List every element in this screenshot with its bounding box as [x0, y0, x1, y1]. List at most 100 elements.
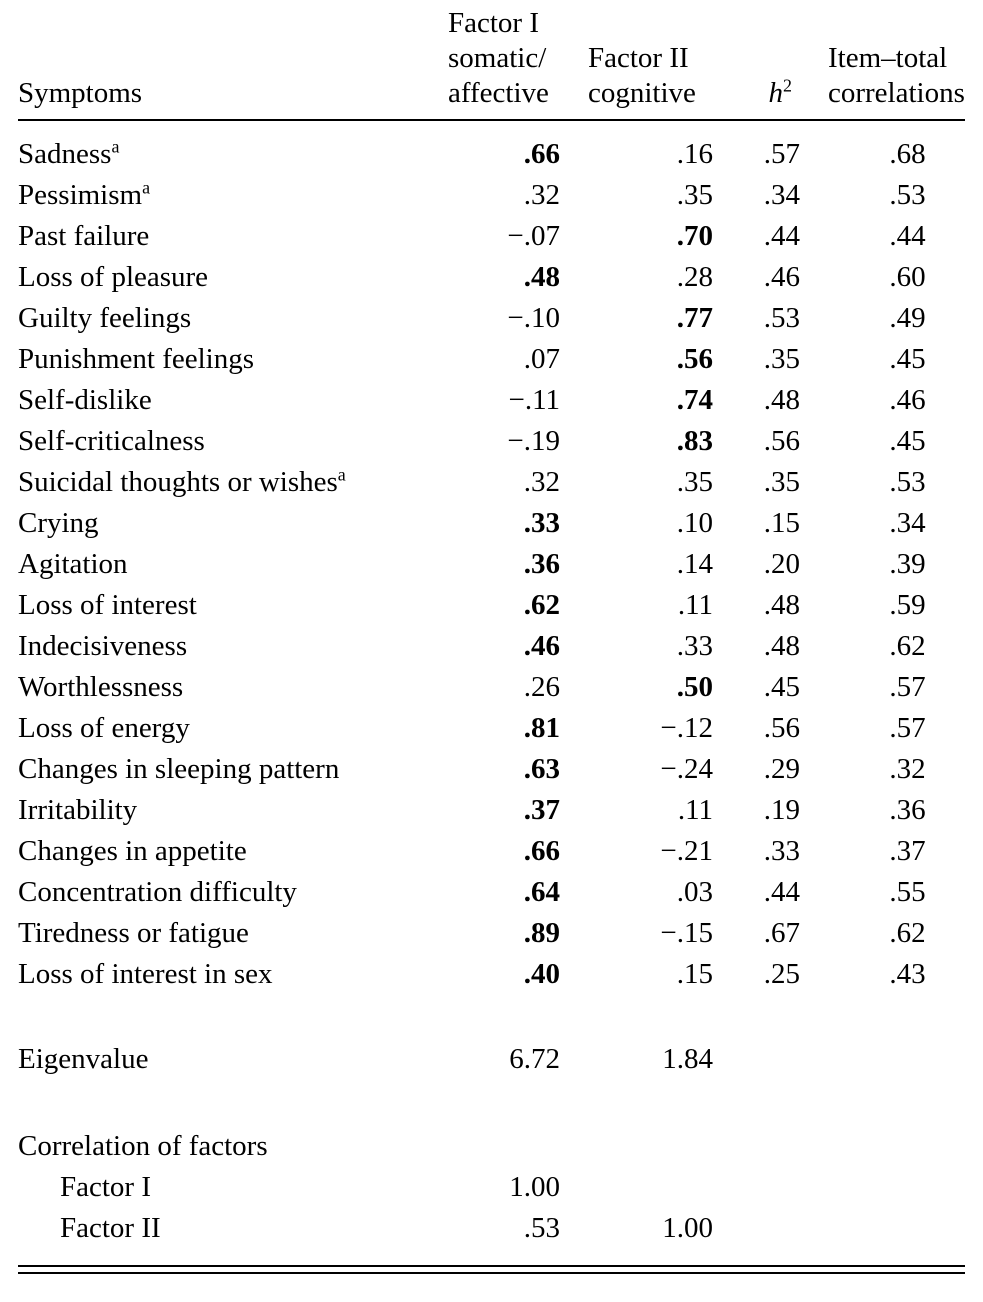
eigenvalue-factor2: 1.84 — [662, 1043, 713, 1075]
factor1-value: .66 — [523, 835, 560, 867]
symptom-label: Tiredness or fatigue — [18, 917, 249, 949]
table-row: Suicidal thoughts or wishesa .32 .35 .35 .53 — [18, 462, 965, 503]
col-header-symptoms: Symptoms — [18, 6, 448, 121]
item-total-value: .49 — [889, 302, 926, 334]
h2-value: .44 — [763, 876, 800, 908]
table-row: Sadnessa .66 .16 .57 .68 — [18, 120, 965, 175]
correlation-f1-value: 1.00 — [509, 1171, 560, 1203]
col-header-communality: h2 — [713, 6, 800, 121]
h2-value: .34 — [763, 179, 800, 211]
table-row: Crying .33 .10 .15 .34 — [18, 503, 965, 544]
table-body: Sadnessa .66.16.57.68 Pessimisma .32.35.34.… — [18, 120, 965, 995]
symptom-cell: Self-criticalness — [18, 421, 448, 462]
header-row: Symptoms Factor I somatic/ affective Fac… — [18, 6, 965, 121]
symptom-cell: Pessimisma — [18, 175, 448, 216]
symptom-cell: Concentration difficulty — [18, 872, 448, 913]
table-row: Agitation .36 .14 .20 .39 — [18, 544, 965, 585]
table-row: Indecisiveness .46 .33 .48 .62 — [18, 626, 965, 667]
correlation-section-label: Correlation of factors — [18, 1130, 268, 1162]
factor2-value: .74 — [676, 384, 713, 416]
factor1-value: .32 — [523, 466, 560, 498]
symptom-label: Loss of energy — [18, 712, 190, 744]
item-total-value: .60 — [889, 261, 926, 293]
h2-value: .20 — [763, 548, 800, 580]
item-total-value: .37 — [889, 835, 926, 867]
table-row: Pessimisma .32 .35 .34 .53 — [18, 175, 965, 216]
symptom-label: Loss of interest — [18, 589, 197, 621]
symptom-label: Indecisiveness — [18, 630, 188, 662]
factor2-value: .14 — [676, 548, 713, 580]
table-row: Past failure −.07 .70 .44 .44 — [18, 216, 965, 257]
item-total-value: .32 — [889, 753, 926, 785]
item-total-value: .46 — [889, 384, 926, 416]
factor1-value: .33 — [523, 507, 560, 539]
factor1-value: .66 — [523, 138, 560, 170]
item-total-value: .57 — [889, 712, 926, 744]
factor2-value: .77 — [676, 302, 713, 334]
symptom-label: Past failure — [18, 220, 150, 252]
item-total-value: .36 — [889, 794, 926, 826]
factor1-value: .48 — [523, 261, 560, 293]
h2-value: .29 — [763, 753, 800, 785]
factor1-value: .26 — [523, 671, 560, 703]
factor2-value: .70 — [676, 220, 713, 252]
table-header: Symptoms Factor I somatic/ affective Fac… — [18, 6, 965, 121]
symptom-cell: Loss of pleasure — [18, 257, 448, 298]
h2-value: .48 — [763, 589, 800, 621]
h2-value: .19 — [763, 794, 800, 826]
factor1-value: −.19 — [507, 425, 560, 457]
eigenvalue-factor1: 6.72 — [509, 1043, 560, 1075]
item-total-value: .62 — [889, 917, 926, 949]
symptom-cell: Changes in appetite — [18, 831, 448, 872]
factor2-value: .10 — [676, 507, 713, 539]
correlation-f2-value — [560, 1167, 713, 1208]
factor2-value: −.12 — [660, 712, 713, 744]
h2-value: .53 — [763, 302, 800, 334]
table-row: Punishment feelings .07 .56 .35 .45 — [18, 339, 965, 380]
h2-value: .35 — [763, 466, 800, 498]
factor2-value: .35 — [676, 466, 713, 498]
factor1-value: −.10 — [507, 302, 560, 334]
h2-value: .45 — [763, 671, 800, 703]
factor1-value: .89 — [523, 917, 560, 949]
table-row: Irritability .37 .11 .19 .36 — [18, 790, 965, 831]
h2-value: .15 — [763, 507, 800, 539]
eigenvalue-row: Eigenvalue 6.72 1.84 — [18, 1039, 965, 1080]
symptom-label: Sadness — [18, 138, 112, 170]
table-row: Concentration difficulty .64 .03 .44 .55 — [18, 872, 965, 913]
symptom-label: Crying — [18, 507, 99, 539]
item-total-value: .59 — [889, 589, 926, 621]
symptom-cell: Loss of interest — [18, 585, 448, 626]
symptom-cell: Changes in sleeping pattern — [18, 749, 448, 790]
footnote-marker: a — [142, 177, 151, 198]
factor1-value: .40 — [523, 958, 560, 990]
symptom-cell: Agitation — [18, 544, 448, 585]
correlation-row-label: Factor I — [60, 1171, 151, 1203]
factor1-value: .36 — [523, 548, 560, 580]
col-header-factor1: Factor I somatic/ affective — [448, 6, 560, 121]
symptom-cell: Tiredness or fatigue — [18, 913, 448, 954]
item-total-value: .45 — [889, 425, 926, 457]
symptom-cell: Irritability — [18, 790, 448, 831]
factor1-value: .62 — [523, 589, 560, 621]
table-row: Self-criticalness −.19 .83 .56 .45 — [18, 421, 965, 462]
item-total-value: .45 — [889, 343, 926, 375]
symptom-label: Self-dislike — [18, 384, 152, 416]
symptom-cell: Worthlessness — [18, 667, 448, 708]
factor2-value: .16 — [676, 138, 713, 170]
factor2-value: .11 — [677, 589, 713, 621]
correlation-row-factor1: Factor I 1.00 — [18, 1167, 965, 1208]
h2-exponent: 2 — [783, 75, 792, 96]
footnote-marker: a — [111, 136, 120, 157]
symptoms-header-label: Symptoms — [18, 77, 143, 109]
h2-value: .46 — [763, 261, 800, 293]
factor1-value: .64 — [523, 876, 560, 908]
factor2-value: .15 — [676, 958, 713, 990]
factor2-value: .35 — [676, 179, 713, 211]
symptom-cell: Guilty feelings — [18, 298, 448, 339]
factor2-value: −.24 — [660, 753, 713, 785]
eigenvalue-label: Eigenvalue — [18, 1043, 149, 1075]
symptom-label: Self-criticalness — [18, 425, 205, 457]
symptom-label: Concentration difficulty — [18, 876, 297, 908]
